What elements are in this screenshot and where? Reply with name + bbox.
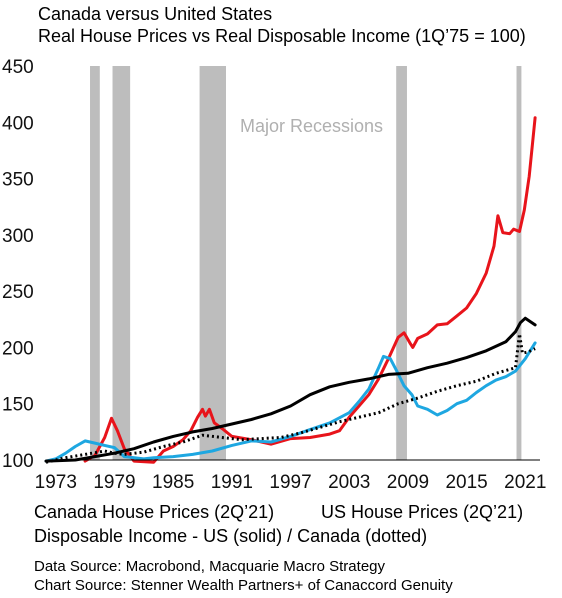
x-tick-label: 2015 xyxy=(445,472,487,493)
x-tick-label: 1991 xyxy=(211,472,253,493)
recession-bands xyxy=(90,66,522,460)
recession-label: Major Recessions xyxy=(240,116,383,136)
y-tick-label: 200 xyxy=(2,338,34,359)
recession-band-4 xyxy=(396,66,407,460)
y-tick-label: 400 xyxy=(2,113,34,134)
recession-band-5 xyxy=(516,66,522,460)
x-axis-ticks: 1973 1979 1985 1991 1997 2003 2009 2015 2021 xyxy=(35,472,547,493)
series-line-2 xyxy=(44,341,537,463)
x-tick-label: 1979 xyxy=(93,472,135,493)
chart-subtitle: Real House Prices vs Real Disposable Inc… xyxy=(38,26,526,46)
y-tick-label: 450 xyxy=(2,57,34,78)
x-tick-label: 2003 xyxy=(328,472,370,493)
legend-canada-house-prices: Canada House Prices (2Q’21) xyxy=(34,502,275,522)
y-tick-label: 300 xyxy=(2,226,34,247)
x-tick-label: 1985 xyxy=(152,472,194,493)
y-tick-label: 100 xyxy=(2,451,34,472)
chart-title: Canada versus United States xyxy=(38,4,273,24)
x-tick-label: 2021 xyxy=(504,472,546,493)
recession-band-2 xyxy=(112,66,131,460)
series-line-1 xyxy=(83,116,537,464)
x-tick-label: 1997 xyxy=(269,472,311,493)
series-lines xyxy=(44,116,540,464)
data-source-note: Data Source: Macrobond, Macquarie Macro … xyxy=(34,558,385,575)
y-tick-label: 150 xyxy=(2,395,34,416)
legend-disposable-income: Disposable Income - US (solid) / Canada … xyxy=(34,526,428,546)
x-tick-label: 2009 xyxy=(387,472,429,493)
y-axis-ticks: 100 150 200 250 300 350 400 450 xyxy=(2,57,34,472)
y-tick-label: 250 xyxy=(2,282,34,303)
x-tick-label: 1973 xyxy=(35,472,77,493)
series-line-3 xyxy=(44,316,537,463)
recession-band-3 xyxy=(199,66,226,460)
chart-source-note: Chart Source: Stenner Wealth Partners+ o… xyxy=(34,577,453,594)
recession-band-1 xyxy=(90,66,100,460)
y-tick-label: 350 xyxy=(2,170,34,191)
legend-us-house-prices: US House Prices (2Q’21) xyxy=(321,502,524,522)
